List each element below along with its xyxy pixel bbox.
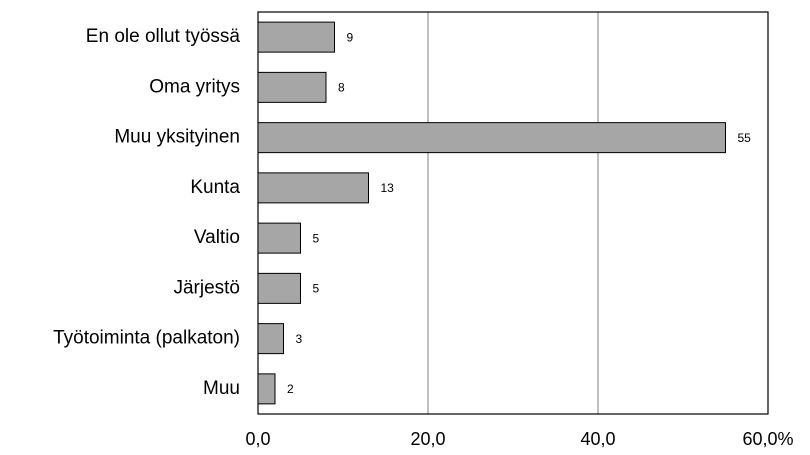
data-label: 13 <box>381 181 395 195</box>
bar <box>257 373 276 405</box>
bar <box>257 21 335 53</box>
data-label: 55 <box>738 131 752 145</box>
x-tick-label: 40,0 <box>580 429 615 449</box>
data-label: 8 <box>338 81 345 95</box>
data-label: 2 <box>287 382 294 396</box>
data-label: 5 <box>313 231 320 245</box>
x-tick-label: 20,0 <box>410 429 445 449</box>
bar <box>257 122 726 154</box>
bar <box>257 272 301 304</box>
category-label: En ole ollut työssä <box>86 26 241 47</box>
bar <box>257 172 369 204</box>
category-label: Valtio <box>194 227 240 248</box>
category-label: Muu <box>203 378 240 399</box>
bar <box>257 71 327 103</box>
category-label: Oma yritys <box>149 76 240 97</box>
category-label: Työtoiminta (palkaton) <box>53 328 240 349</box>
category-label: Kunta <box>190 177 240 198</box>
bar <box>257 222 301 254</box>
category-label: Järjestö <box>173 277 240 298</box>
plot-border <box>257 11 769 415</box>
bar <box>257 323 284 355</box>
category-label: Muu yksityinen <box>114 127 240 148</box>
data-label: 3 <box>296 332 303 346</box>
x-tick-label: 0,0 <box>245 429 270 449</box>
data-label: 9 <box>347 30 354 44</box>
data-label: 5 <box>313 282 320 296</box>
x-tick-label: 60,0% <box>742 429 793 449</box>
